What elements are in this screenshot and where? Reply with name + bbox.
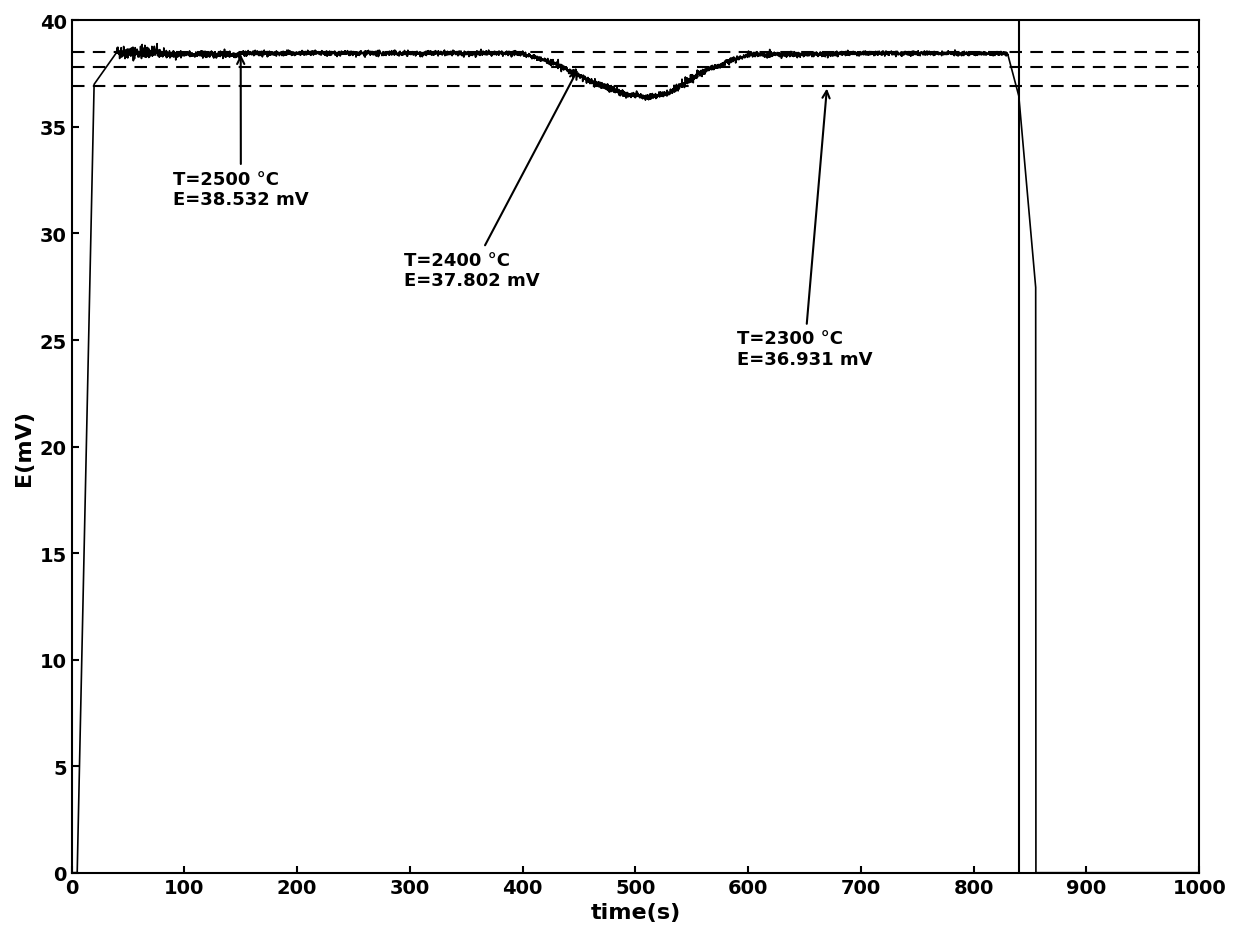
Y-axis label: E(mV): E(mV) [14,409,33,485]
Text: T=2400 °C
E=37.802 mV: T=2400 °C E=37.802 mV [404,73,577,290]
Text: T=2300 °C
E=36.931 mV: T=2300 °C E=36.931 mV [737,92,873,369]
X-axis label: time(s): time(s) [590,902,681,922]
Text: T=2500 °C
E=38.532 mV: T=2500 °C E=38.532 mV [174,58,309,209]
